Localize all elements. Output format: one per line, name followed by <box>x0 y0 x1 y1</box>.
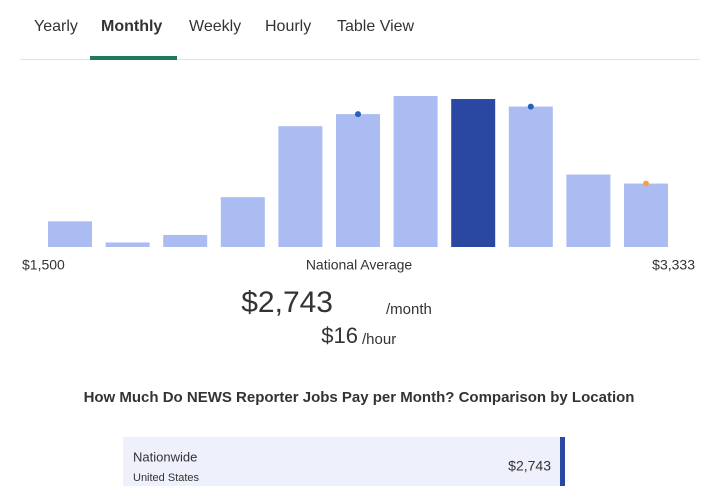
monthly-unit: /month <box>386 301 432 318</box>
annotation: National Average <box>306 257 413 273</box>
tab[interactable]: Monthly <box>101 18 162 35</box>
bar <box>508 106 553 247</box>
location-bar <box>560 437 565 486</box>
hourly-pay: $16 <box>321 323 358 348</box>
hourly-unit: /hour <box>362 331 396 348</box>
location-row[interactable] <box>123 437 565 486</box>
bar <box>451 99 496 248</box>
bar <box>48 221 92 247</box>
bar <box>336 114 380 248</box>
bar <box>566 174 611 247</box>
location-pay: $2,743 <box>508 458 551 474</box>
active-tab-underline <box>90 56 177 60</box>
bar <box>393 96 438 247</box>
location-name: Nationwide <box>133 449 197 464</box>
location-country: United States <box>133 472 200 484</box>
bar <box>624 183 668 247</box>
section-title: How Much Do NEWS Reporter Jobs Pay per M… <box>84 389 635 406</box>
monthly-pay: $2,743 <box>241 286 333 319</box>
tab-bar: Yearly Monthly Weekly Hourly Table View <box>34 18 415 35</box>
bar <box>278 126 323 247</box>
tab[interactable]: Yearly <box>34 18 78 35</box>
bar-marker <box>355 111 361 118</box>
bar <box>105 242 150 247</box>
tab[interactable]: Weekly <box>189 18 241 35</box>
histogram: $1,500 $3,333 <box>22 96 695 273</box>
tab[interactable]: Table View <box>337 18 415 35</box>
bar <box>163 234 208 247</box>
x-tick-label: $3,333 <box>652 257 695 273</box>
x-tick-label: $1,500 <box>22 257 65 273</box>
bar-marker <box>527 103 534 110</box>
tab[interactable]: Hourly <box>265 18 311 35</box>
bar <box>220 197 265 247</box>
bar-marker <box>643 180 649 187</box>
